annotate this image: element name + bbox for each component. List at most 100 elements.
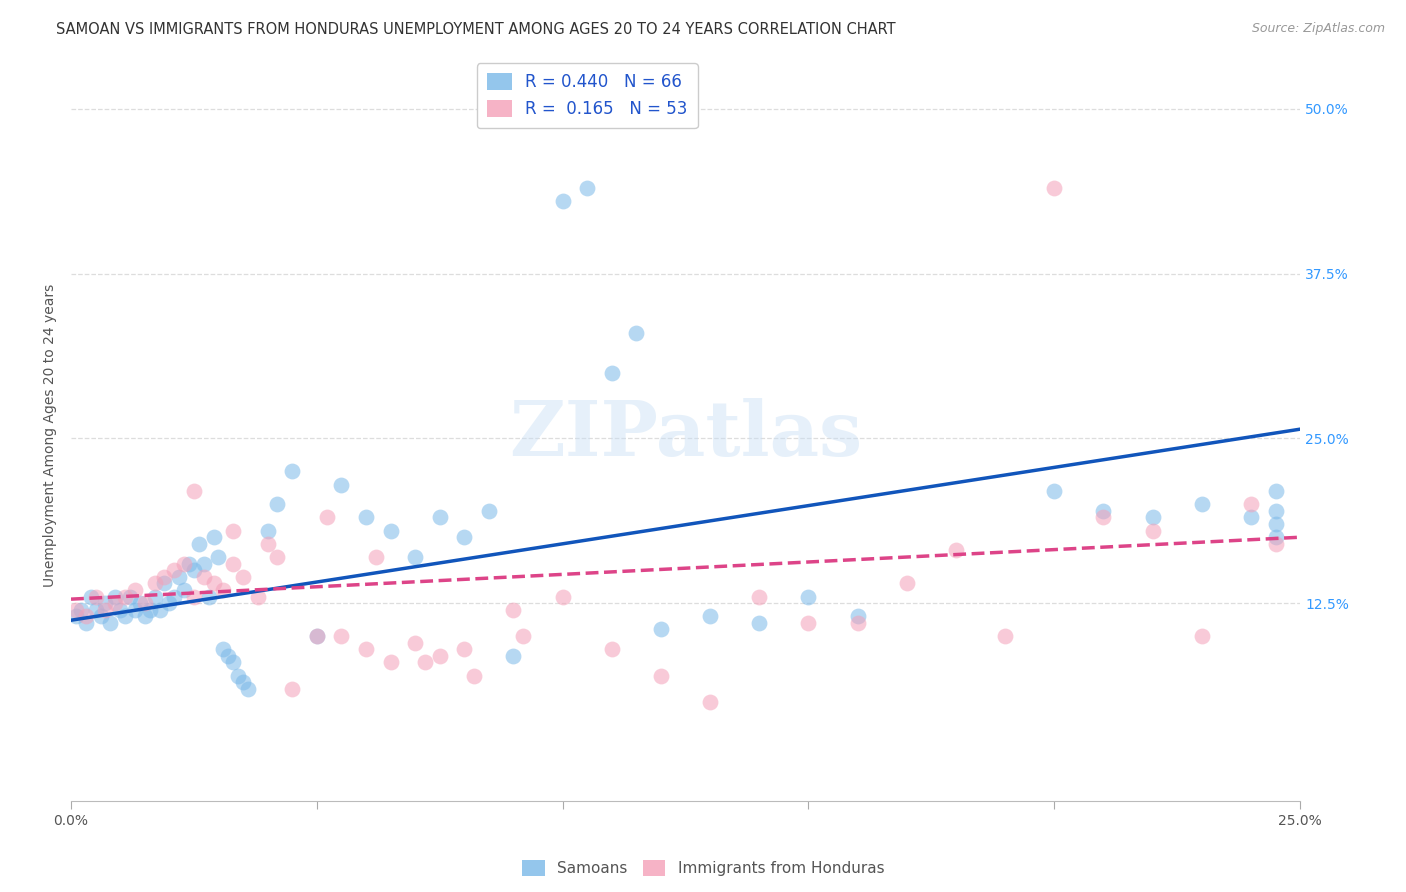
Point	[600, 366, 623, 380]
Point	[502, 603, 524, 617]
Point	[502, 648, 524, 663]
Point	[193, 557, 215, 571]
Point	[266, 549, 288, 564]
Point	[222, 656, 245, 670]
Point	[281, 681, 304, 696]
Point	[148, 603, 170, 617]
Point	[380, 656, 402, 670]
Point	[173, 557, 195, 571]
Point	[202, 530, 225, 544]
Point	[551, 590, 574, 604]
Point	[94, 596, 117, 610]
Point	[65, 609, 87, 624]
Point	[354, 510, 377, 524]
Point	[108, 603, 131, 617]
Point	[143, 590, 166, 604]
Point	[429, 648, 451, 663]
Point	[315, 510, 337, 524]
Point	[98, 615, 121, 630]
Point	[134, 609, 156, 624]
Point	[124, 582, 146, 597]
Point	[1264, 530, 1286, 544]
Point	[177, 557, 200, 571]
Point	[699, 695, 721, 709]
Point	[1264, 537, 1286, 551]
Point	[163, 590, 186, 604]
Point	[1264, 504, 1286, 518]
Point	[1092, 510, 1115, 524]
Point	[183, 590, 205, 604]
Point	[84, 590, 107, 604]
Point	[202, 576, 225, 591]
Point	[281, 464, 304, 478]
Point	[463, 668, 485, 682]
Point	[118, 590, 141, 604]
Point	[124, 603, 146, 617]
Point	[134, 596, 156, 610]
Point	[217, 648, 239, 663]
Point	[305, 629, 328, 643]
Point	[128, 596, 150, 610]
Point	[193, 570, 215, 584]
Point	[650, 623, 672, 637]
Point	[138, 603, 160, 617]
Y-axis label: Unemployment Among Ages 20 to 24 years: Unemployment Among Ages 20 to 24 years	[44, 284, 58, 587]
Legend: Samoans, Immigrants from Honduras: Samoans, Immigrants from Honduras	[516, 855, 890, 882]
Point	[748, 615, 770, 630]
Point	[429, 510, 451, 524]
Point	[84, 603, 107, 617]
Point	[364, 549, 387, 564]
Point	[404, 549, 426, 564]
Point	[65, 603, 87, 617]
Point	[89, 609, 111, 624]
Point	[75, 609, 97, 624]
Point	[1043, 484, 1066, 499]
Point	[183, 484, 205, 499]
Point	[551, 194, 574, 209]
Point	[1264, 484, 1286, 499]
Point	[187, 537, 209, 551]
Point	[354, 642, 377, 657]
Point	[222, 557, 245, 571]
Point	[626, 326, 648, 340]
Point	[1191, 497, 1213, 511]
Point	[256, 537, 278, 551]
Point	[212, 582, 235, 597]
Point	[1043, 181, 1066, 195]
Point	[114, 590, 136, 604]
Point	[1191, 629, 1213, 643]
Point	[232, 570, 254, 584]
Point	[167, 570, 190, 584]
Point	[512, 629, 534, 643]
Point	[1264, 516, 1286, 531]
Point	[75, 615, 97, 630]
Point	[104, 590, 127, 604]
Point	[153, 576, 176, 591]
Point	[994, 629, 1017, 643]
Legend: R = 0.440   N = 66, R =  0.165   N = 53: R = 0.440 N = 66, R = 0.165 N = 53	[477, 63, 697, 128]
Point	[226, 668, 249, 682]
Point	[330, 477, 353, 491]
Point	[453, 530, 475, 544]
Point	[79, 590, 101, 604]
Point	[699, 609, 721, 624]
Point	[413, 656, 436, 670]
Point	[1240, 510, 1263, 524]
Point	[163, 563, 186, 577]
Point	[896, 576, 918, 591]
Point	[94, 603, 117, 617]
Point	[945, 543, 967, 558]
Point	[69, 603, 91, 617]
Point	[207, 549, 229, 564]
Text: Source: ZipAtlas.com: Source: ZipAtlas.com	[1251, 22, 1385, 36]
Point	[404, 635, 426, 649]
Point	[114, 609, 136, 624]
Text: SAMOAN VS IMMIGRANTS FROM HONDURAS UNEMPLOYMENT AMONG AGES 20 TO 24 YEARS CORREL: SAMOAN VS IMMIGRANTS FROM HONDURAS UNEMP…	[56, 22, 896, 37]
Point	[1142, 510, 1164, 524]
Point	[236, 681, 259, 696]
Point	[1092, 504, 1115, 518]
Point	[650, 668, 672, 682]
Point	[1142, 524, 1164, 538]
Point	[380, 524, 402, 538]
Point	[173, 582, 195, 597]
